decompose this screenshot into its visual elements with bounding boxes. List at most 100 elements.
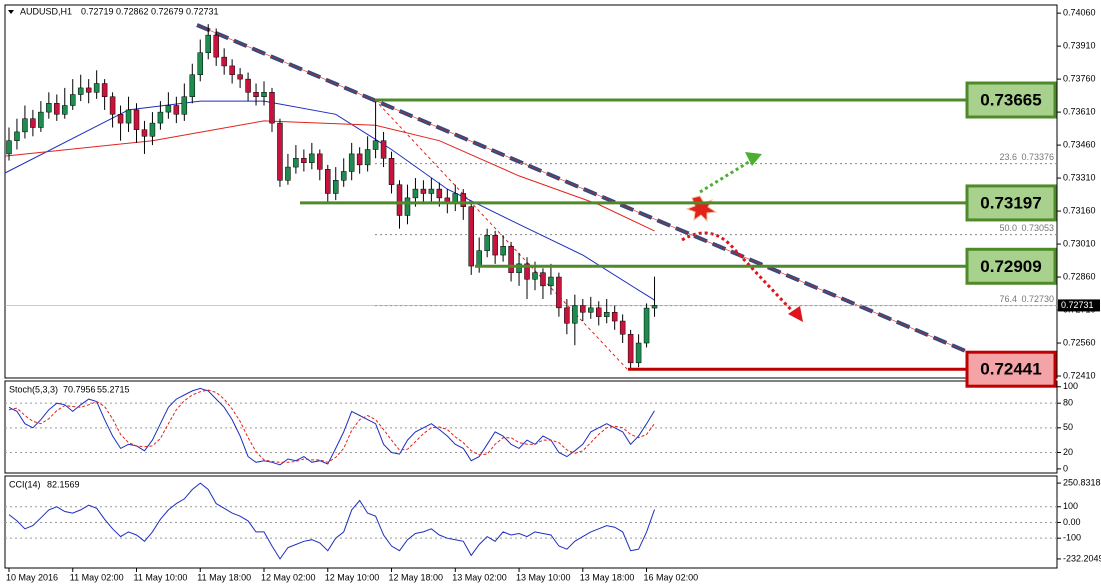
candle-body bbox=[109, 96, 116, 115]
candle-body bbox=[572, 305, 578, 324]
candle-body bbox=[412, 188, 419, 199]
candle-body bbox=[508, 246, 514, 273]
candle-body bbox=[524, 263, 530, 280]
candle-body bbox=[580, 305, 586, 313]
candle-body bbox=[22, 118, 28, 133]
candle-body bbox=[516, 263, 522, 273]
candle-body bbox=[380, 140, 387, 159]
candle-body bbox=[420, 188, 427, 194]
candle-body bbox=[500, 246, 506, 256]
y-tick-label: 20 bbox=[1063, 447, 1073, 457]
candle-body bbox=[651, 305, 658, 309]
candle-body bbox=[197, 52, 204, 75]
y-tick-label: -100 bbox=[1063, 533, 1081, 543]
indicator-line bbox=[8, 389, 655, 463]
level-box bbox=[965, 350, 1057, 388]
moving-average bbox=[4, 120, 655, 232]
candle-body bbox=[595, 307, 602, 317]
candle-body bbox=[54, 103, 60, 115]
candle-body bbox=[436, 188, 443, 199]
stoch-panel bbox=[4, 380, 1058, 474]
fib-price: 0.73376 bbox=[1021, 152, 1054, 162]
up-arrow bbox=[699, 158, 753, 194]
candle-body bbox=[460, 193, 467, 207]
y-tick-label: 0.72860 bbox=[1063, 271, 1096, 281]
x-tick-label: 13 May 18:00 bbox=[580, 572, 635, 582]
candle-body bbox=[6, 140, 12, 155]
x-tick-label: 12 May 02:00 bbox=[261, 572, 316, 582]
x-tick-label: 11 May 10:00 bbox=[134, 572, 188, 582]
candle-body bbox=[141, 129, 148, 137]
candle-body bbox=[452, 193, 459, 203]
candle-body bbox=[245, 78, 251, 93]
candle-body bbox=[428, 188, 435, 194]
down-arrow bbox=[681, 231, 797, 316]
fib-level: 50.0 bbox=[999, 223, 1017, 233]
main-panel bbox=[4, 4, 1058, 379]
candle-body bbox=[564, 307, 570, 324]
candle-body bbox=[532, 272, 538, 280]
candle-body bbox=[46, 103, 52, 113]
x-tick-label: 12 May 18:00 bbox=[389, 572, 444, 582]
candle-body bbox=[221, 56, 227, 67]
candle-body bbox=[627, 333, 634, 364]
symbol: AUDUSD,H1 bbox=[20, 6, 72, 16]
y-tick-label: -232.2049 bbox=[1063, 553, 1101, 563]
x-tick-label: 11 May 18:00 bbox=[197, 572, 251, 582]
level-label: 0.73197 bbox=[980, 193, 1041, 212]
candle-body bbox=[69, 94, 76, 106]
fib-level: 76.4 bbox=[999, 294, 1017, 304]
header-low: 0.72679 bbox=[151, 6, 184, 16]
level-label: 0.72441 bbox=[980, 360, 1041, 379]
candle-body bbox=[332, 180, 339, 194]
candle-body bbox=[38, 111, 44, 128]
level-box bbox=[965, 81, 1057, 119]
candle-body bbox=[229, 65, 235, 75]
fib-level: 23.6 bbox=[999, 152, 1017, 162]
y-tick-label: 250.8318 bbox=[1063, 477, 1101, 487]
candle-body bbox=[93, 83, 100, 93]
candle-body bbox=[237, 74, 243, 80]
y-tick-label: 0.73460 bbox=[1063, 139, 1096, 149]
fib-price: 0.73053 bbox=[1021, 223, 1054, 233]
candle-body bbox=[149, 122, 156, 137]
candle-body bbox=[492, 235, 498, 256]
candle-body bbox=[205, 34, 211, 53]
candle-body bbox=[277, 122, 283, 181]
candle-body bbox=[388, 158, 395, 185]
candle-body bbox=[14, 131, 20, 141]
candle-body bbox=[348, 153, 355, 172]
candle-body bbox=[125, 109, 132, 124]
candle-body bbox=[85, 87, 92, 93]
y-tick-label: 80 bbox=[1063, 398, 1073, 408]
candle-body bbox=[133, 109, 140, 130]
candle-body bbox=[476, 250, 482, 267]
candle-body bbox=[101, 83, 108, 97]
candle-body bbox=[588, 307, 594, 313]
header-open: 0.72719 bbox=[81, 6, 114, 16]
candle-body bbox=[77, 87, 84, 95]
candle-body bbox=[309, 153, 315, 163]
y-tick-label: 0.73310 bbox=[1063, 172, 1096, 182]
cci-title: CCI(14) bbox=[9, 479, 41, 489]
y-tick-label: 0.72410 bbox=[1063, 370, 1096, 380]
candle-body bbox=[556, 276, 562, 309]
header-close: 0.72731 bbox=[186, 6, 219, 16]
candle-body bbox=[396, 184, 403, 216]
level-label: 0.73665 bbox=[980, 90, 1041, 109]
candle-body bbox=[181, 96, 188, 115]
candle-body bbox=[404, 197, 411, 216]
candle-body bbox=[340, 171, 347, 181]
candle-body bbox=[325, 169, 331, 194]
candle-body bbox=[165, 105, 172, 113]
candle-body bbox=[30, 118, 36, 128]
candle-body bbox=[189, 74, 196, 97]
candle-body bbox=[269, 92, 275, 124]
candle-body bbox=[635, 342, 642, 364]
x-tick-label: 12 May 10:00 bbox=[325, 572, 380, 582]
down-arrow-head bbox=[788, 306, 803, 322]
y-tick-label: 100 bbox=[1063, 381, 1078, 391]
candle-body bbox=[540, 272, 546, 287]
level-box bbox=[965, 247, 1057, 285]
